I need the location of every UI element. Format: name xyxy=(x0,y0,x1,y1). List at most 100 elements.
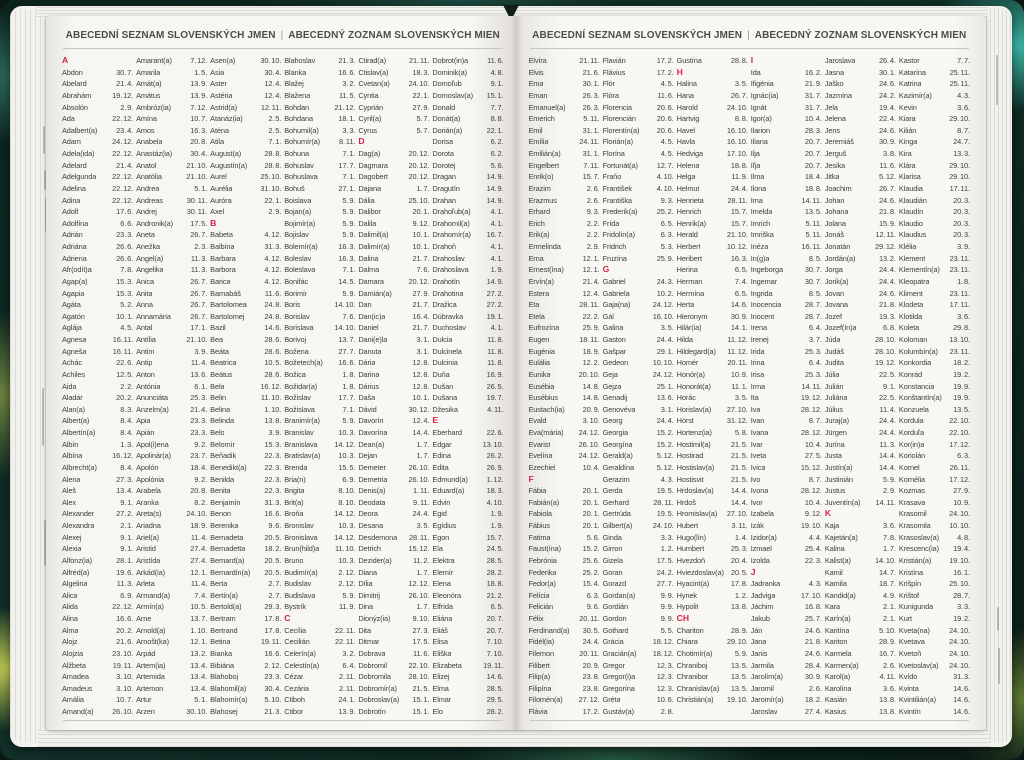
name-entry: Ingeborga 30. 7. xyxy=(751,264,822,276)
name-entry: Bohuna 7. 1. xyxy=(284,148,355,160)
name-day-date: 12. 1. xyxy=(190,637,208,647)
name-entry: Eta 28. 11. xyxy=(529,299,600,311)
name-entry: Elisa 7. 10. xyxy=(432,636,503,648)
name-day-date: 19. 2. xyxy=(953,369,970,379)
name-entry: Horác 3. 5. xyxy=(677,392,748,404)
name-day-date: 12. 3. xyxy=(656,660,674,670)
name-day-date: 13. 5. xyxy=(730,672,748,682)
given-name: Blahosej xyxy=(210,707,238,716)
name-day-date: 16. 6. xyxy=(264,648,282,658)
given-name: Božica xyxy=(284,369,306,379)
given-name: Izák xyxy=(750,521,764,530)
given-name: Evarist xyxy=(528,439,551,449)
name-entry: Dagobert 20. 12. xyxy=(358,171,429,183)
given-name: Florencián xyxy=(602,114,636,124)
name-entry: Hypolit 13. 8. xyxy=(677,601,748,613)
name-entry: Kasius 13. 8. xyxy=(825,706,896,718)
given-name: Humbert xyxy=(676,544,705,554)
name-entry: Gabriela 10. 2. xyxy=(603,288,674,300)
name-entry: Havel 16. 10. xyxy=(677,125,748,137)
name-entry: Berenika 9. 6. xyxy=(210,520,281,532)
name-entry: Aladár 20. 2. xyxy=(62,392,133,404)
given-name: Helmut xyxy=(676,183,700,193)
name-entry: Gašpar 29. 1. xyxy=(603,346,674,358)
name-entry: Dag(a) 20. 12. xyxy=(358,148,429,160)
name-entry: Belomír 15. 3. xyxy=(210,439,281,451)
name-entry: Helena 18. 8. xyxy=(677,160,748,172)
name-day-date: 27. 3. xyxy=(116,474,134,484)
name-day-date: 2. 5. xyxy=(268,114,282,124)
given-name: Elmar xyxy=(432,695,452,705)
name-day-date: 13. 7. xyxy=(338,335,356,344)
name-day-date: 10. 4. xyxy=(804,497,822,507)
name-entry: Aida 2. 2. xyxy=(62,381,133,393)
name-day-date: 17. 2. xyxy=(656,67,674,77)
given-name: Eliána xyxy=(432,614,453,623)
name-day-date: 8. 4. xyxy=(120,416,134,426)
given-name: Klára xyxy=(898,160,916,170)
name-entry: Edgar 13. 10. xyxy=(432,439,503,451)
name-day-date: 24. 12. xyxy=(652,369,674,379)
name-day-date: 15. 7. xyxy=(582,172,600,182)
header-separator: | xyxy=(747,30,750,41)
given-name: Filipína xyxy=(528,683,552,693)
name-day-date: 2. 9. xyxy=(120,102,134,112)
name-entry: Benjamín 31. 3. xyxy=(210,497,281,509)
name-entry: Amand(a) 26. 10. xyxy=(62,706,133,718)
name-day-date: 19. 12. xyxy=(800,393,822,403)
given-name: Artemon xyxy=(136,683,164,693)
name-entry: Homér 20. 11. xyxy=(677,357,748,369)
name-day-date: 22. 3. xyxy=(264,486,282,496)
name-day-date: 1. 8. xyxy=(342,369,356,379)
name-day-date: 24. 4. xyxy=(582,637,600,647)
name-day-date: 20. 12. xyxy=(408,160,430,170)
name-day-date: 1. 3. xyxy=(120,439,134,449)
name-day-date: 2. 1. xyxy=(883,602,896,612)
name-entry: Achác 22. 6. xyxy=(62,357,133,369)
name-entry: Andrej 30. 11. xyxy=(136,206,207,218)
name-day-date: 8. 5. xyxy=(808,253,822,263)
given-name: Drahotina xyxy=(432,288,464,298)
name-entry: Blanka 16. 6. xyxy=(284,67,355,79)
given-name: Fábia xyxy=(528,486,547,496)
name-day-date: 29. 10. xyxy=(949,172,970,182)
name-day-date: 15. 2. xyxy=(582,544,600,554)
given-name: Gustína xyxy=(676,56,702,65)
name-entry: Džesika 4. 11. xyxy=(432,404,503,416)
given-name: Drahotín xyxy=(432,276,460,286)
given-name: Jonatán xyxy=(824,242,851,251)
name-day-date: 24. 3. xyxy=(656,276,674,286)
given-name: Jaromil xyxy=(750,683,774,693)
name-day-date: 19. 11. xyxy=(260,637,282,647)
name-day-date: 27. 1. xyxy=(338,183,356,193)
given-name: Axel xyxy=(210,207,225,217)
given-name: Kliment xyxy=(898,288,923,298)
name-day-date: 4. 8. xyxy=(957,532,970,542)
name-day-date: 16. 3. xyxy=(730,253,748,263)
given-name: Bartolomej xyxy=(210,311,245,321)
given-name: Kamila xyxy=(824,579,847,589)
name-day-date: 14. 4. xyxy=(878,462,896,472)
name-day-date: 12. 4. xyxy=(582,288,600,298)
given-name: Daniel xyxy=(358,323,379,333)
name-day-date: 4. 1. xyxy=(490,253,504,263)
given-name: Darina xyxy=(358,369,380,379)
name-day-date: 22. 3. xyxy=(264,462,282,472)
name-day-date: 7. 7. xyxy=(490,102,504,112)
name-entry: Jelena 22. 4. xyxy=(825,113,896,125)
name-day-date: 21. 11. xyxy=(409,56,430,65)
name-day-date: 25. 3. xyxy=(730,544,748,554)
name-entry: Belina 1. 10. xyxy=(210,404,281,416)
given-name: Kandid(a) xyxy=(824,590,856,600)
name-entry: Chranislav(a) 13. 5. xyxy=(677,683,748,695)
section-letter: E xyxy=(432,415,439,426)
name-day-date: 12. 3. xyxy=(656,683,674,693)
name-day-date: 11. 3. xyxy=(190,265,208,275)
given-name: Džesika xyxy=(432,404,458,414)
name-entry: Dionýz(ia) 9. 10. xyxy=(358,613,429,625)
name-day-date: 28. 8. xyxy=(264,149,282,158)
name-entry: Konrád 19. 2. xyxy=(899,369,970,381)
given-name: Drahomír(a) xyxy=(432,230,471,240)
name-day-date: 20. 8. xyxy=(190,486,208,496)
name-entry: Jens 24. 6. xyxy=(825,125,896,137)
